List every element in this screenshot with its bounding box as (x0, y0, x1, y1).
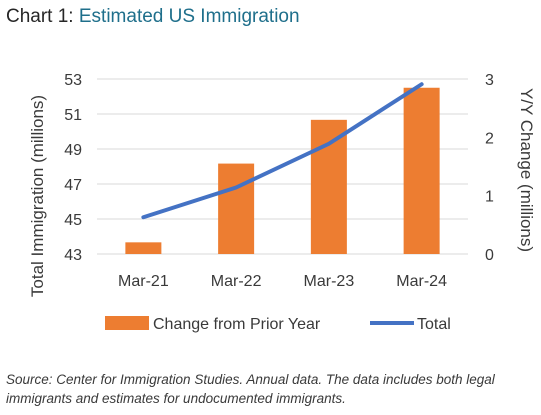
y-tick-label-right: 1 (485, 189, 494, 206)
y-tick-label-right: 0 (485, 247, 494, 264)
tick-labels: 43 45 47 49 51 53 0 1 2 3 Mar-21 Mar-22 Mar-23 Mar-24 (64, 72, 494, 290)
bar (403, 87, 440, 254)
chart-svg: 43 45 47 49 51 53 0 1 2 3 Mar-21 Mar-22 Mar-23 Mar-24… (28, 72, 536, 333)
total-line (141, 82, 424, 220)
x-tick-label: Mar-23 (304, 273, 355, 290)
y-tick-label-left: 51 (64, 107, 82, 124)
bar (310, 119, 347, 254)
line-series (141, 82, 424, 220)
bar (125, 242, 162, 254)
source-note: Source: Center for Immigration Studies. … (6, 372, 495, 406)
legend-swatch-bar (105, 316, 149, 330)
y-axis-title-left: Total Immigration (millions) (28, 95, 47, 297)
x-tick-label: Mar-21 (118, 273, 169, 290)
y-tick-label-left: 47 (64, 177, 82, 194)
chart-title: Chart 1: Estimated US Immigration (6, 4, 300, 30)
x-tick-label: Mar-22 (211, 273, 262, 290)
y-tick-label-left: 43 (64, 247, 82, 264)
chart-title-main: Estimated US Immigration (78, 6, 300, 27)
y-axis-title-right: Y/Y Change (millions) (517, 88, 536, 252)
bar-series (125, 87, 440, 254)
legend-label-line: Total (417, 316, 451, 333)
legend-label-bar: Change from Prior Year (153, 316, 321, 333)
y-tick-label-right: 3 (485, 72, 494, 89)
y-tick-label-left: 49 (64, 142, 82, 159)
y-tick-label-left: 45 (64, 212, 82, 229)
chart-title-prefix: Chart 1: (6, 6, 74, 27)
y-tick-label-left: 53 (64, 72, 82, 89)
x-tick-label: Mar-24 (396, 273, 447, 290)
legend: Change from Prior Year Total (105, 316, 451, 333)
bar (218, 163, 255, 254)
y-tick-label-right: 2 (485, 130, 494, 147)
